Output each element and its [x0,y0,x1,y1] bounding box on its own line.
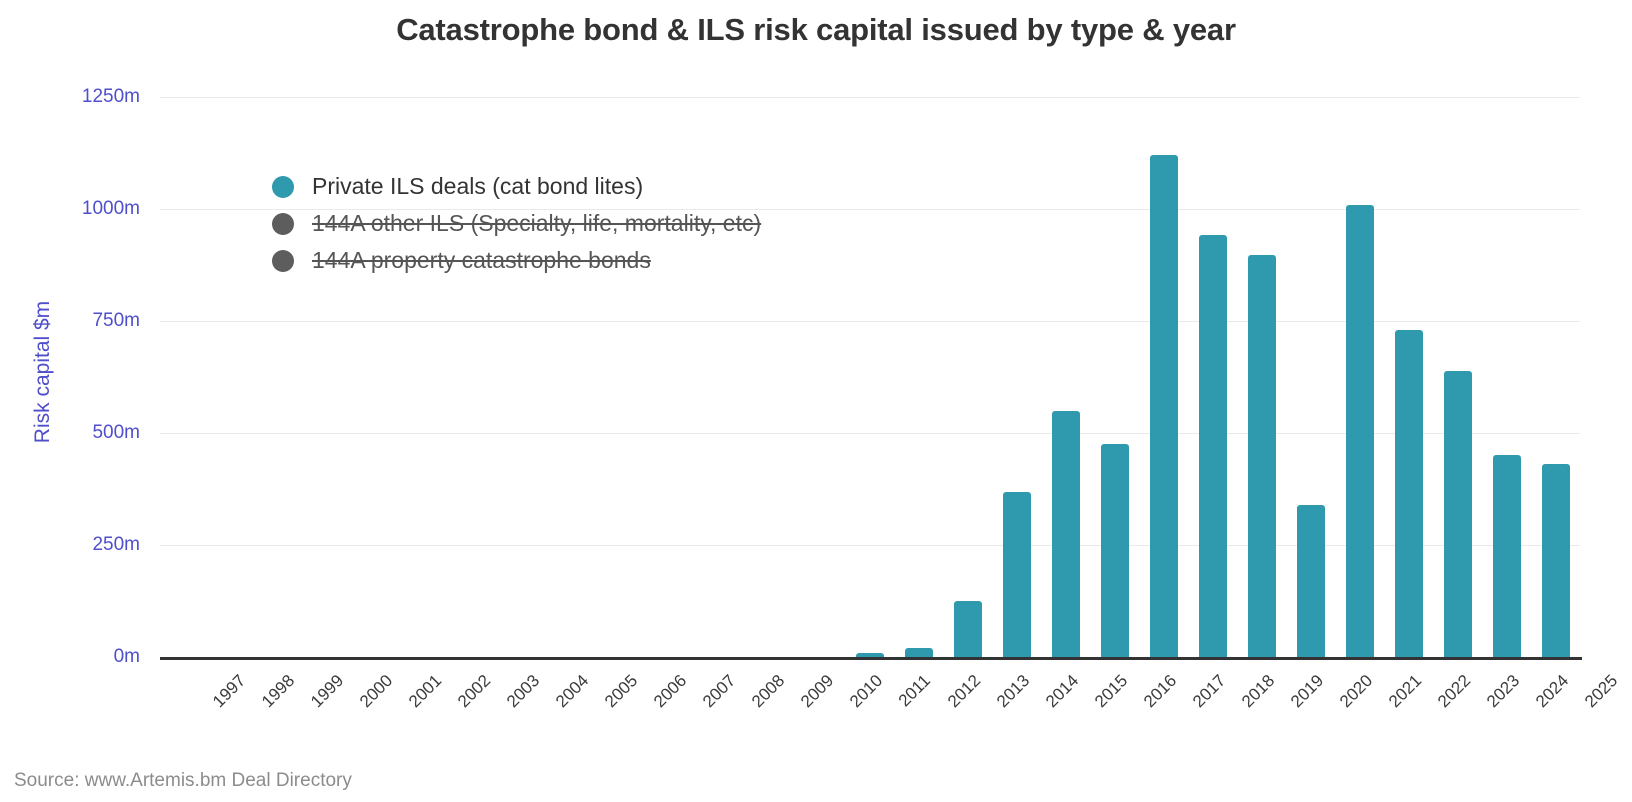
bar[interactable] [1296,504,1325,657]
y-axis-tick-label: 0m [113,646,140,667]
x-axis-tick-label: 2020 [1335,671,1376,712]
bar-group[interactable] [846,97,895,657]
bar[interactable] [855,653,884,657]
x-axis-tick-label: 2024 [1531,671,1572,712]
y-axis-title: Risk capital $m [31,300,54,444]
x-axis-tick-label: 2001 [405,671,446,712]
legend-item[interactable]: Private ILS deals (cat bond lites) [272,168,761,205]
bar-group[interactable] [1188,97,1237,657]
bar-group[interactable] [1237,97,1286,657]
legend-marker-icon [272,249,294,272]
bar[interactable] [1443,371,1472,657]
bar[interactable] [1541,464,1570,657]
y-axis-tick-label: 500m [92,422,140,443]
x-axis-tick-label: 2019 [1286,671,1327,712]
x-axis-tick-label: 2008 [748,671,789,712]
x-axis-tick-label: 2025 [1580,671,1621,712]
bar-group[interactable] [1531,97,1580,657]
bar[interactable] [1345,204,1374,657]
x-axis-tick-label: 2003 [503,671,544,712]
x-axis-tick-label: 2018 [1237,671,1279,712]
bar[interactable] [1247,254,1276,657]
legend-item[interactable]: 144A property catastrophe bonds [272,242,761,279]
bar[interactable] [904,648,933,657]
gridline [160,545,1580,546]
y-axis-tick-label: 1000m [81,198,140,219]
x-axis-line [160,657,1582,660]
x-axis-tick-label: 2005 [601,671,642,712]
y-axis-tick-label: 1250m [81,86,140,107]
bar[interactable] [1394,329,1423,657]
bar[interactable] [1198,234,1227,657]
x-axis-tick-label: 2007 [699,671,740,712]
legend-item-label: 144A property catastrophe bonds [312,247,651,273]
legend-item-label: 144A other ILS (Specialty, life, mortali… [312,210,762,236]
gridline [160,97,1580,98]
bar-group[interactable] [1335,97,1384,657]
bar-group[interactable] [1482,97,1531,657]
bar-group[interactable] [209,97,258,657]
x-axis-tick-label: 2021 [1384,671,1425,712]
bar-group[interactable] [992,97,1041,657]
bar-group[interactable] [943,97,992,657]
bar-group[interactable] [1139,97,1188,657]
bar[interactable] [1149,155,1178,657]
x-axis-tick-label: 2015 [1090,671,1132,712]
x-axis-tick-label: 2011 [894,671,934,711]
x-axis-tick-label: 2009 [797,671,838,712]
y-axis-tick-label: 750m [92,310,140,331]
source-note: Source: www.Artemis.bm Deal Directory [14,770,352,791]
plot-area [160,97,1580,657]
legend-item-label: Private ILS deals (cat bond lites) [312,173,644,199]
x-axis-tick-label: 2012 [944,671,985,712]
legend-marker-icon [272,175,294,198]
x-axis-tick-label: 2023 [1482,671,1523,712]
bar-group[interactable] [1041,97,1090,657]
x-axis-tick-label: 2004 [552,671,593,712]
x-axis-tick-label: 2010 [846,671,887,712]
bar[interactable] [953,601,982,657]
legend-marker-icon [272,212,294,235]
bar-group[interactable] [160,97,209,657]
x-axis-tick-label: 2000 [356,671,397,712]
gridline [160,433,1580,434]
x-axis-tick-label: 2022 [1433,671,1474,712]
x-axis-tick-label: 2014 [1041,671,1083,712]
x-axis-tick-label: 1997 [209,671,250,712]
bar[interactable] [1492,454,1521,657]
bar[interactable] [1100,443,1129,657]
x-axis-tick-label: 2002 [454,671,495,712]
page-title: Catastrophe bond & ILS risk capital issu… [396,12,1236,47]
bar-group[interactable] [797,97,846,657]
x-axis-tick-label: 2013 [993,671,1034,712]
bar-group[interactable] [894,97,943,657]
bar-group[interactable] [1286,97,1335,657]
bar[interactable] [1051,411,1080,657]
y-axis: 0m 250m 500m 750m 1000m 1250m [0,0,150,802]
x-axis-tick-label: 2006 [650,671,691,712]
x-axis-tick-label: 1998 [258,671,299,712]
gridline [160,321,1580,322]
x-axis-tick-label: 2017 [1188,671,1230,712]
x-axis: 1997 1998 1999 2000 2001 2002 2003 2004 2005 2006… [160,663,1621,743]
bar[interactable] [1002,492,1031,657]
y-axis-tick-label: 250m [92,534,140,555]
legend: Private ILS deals (cat bond lites) 144A o… [272,168,761,279]
gridline [160,209,1580,210]
x-axis-tick-label: 1999 [307,671,348,712]
bar-group[interactable] [1384,97,1433,657]
x-axis-tick-label: 2016 [1139,671,1181,712]
legend-item[interactable]: 144A other ILS (Specialty, life, mortali… [272,205,761,242]
bar-group[interactable] [1433,97,1482,657]
bar-group[interactable] [1090,97,1139,657]
